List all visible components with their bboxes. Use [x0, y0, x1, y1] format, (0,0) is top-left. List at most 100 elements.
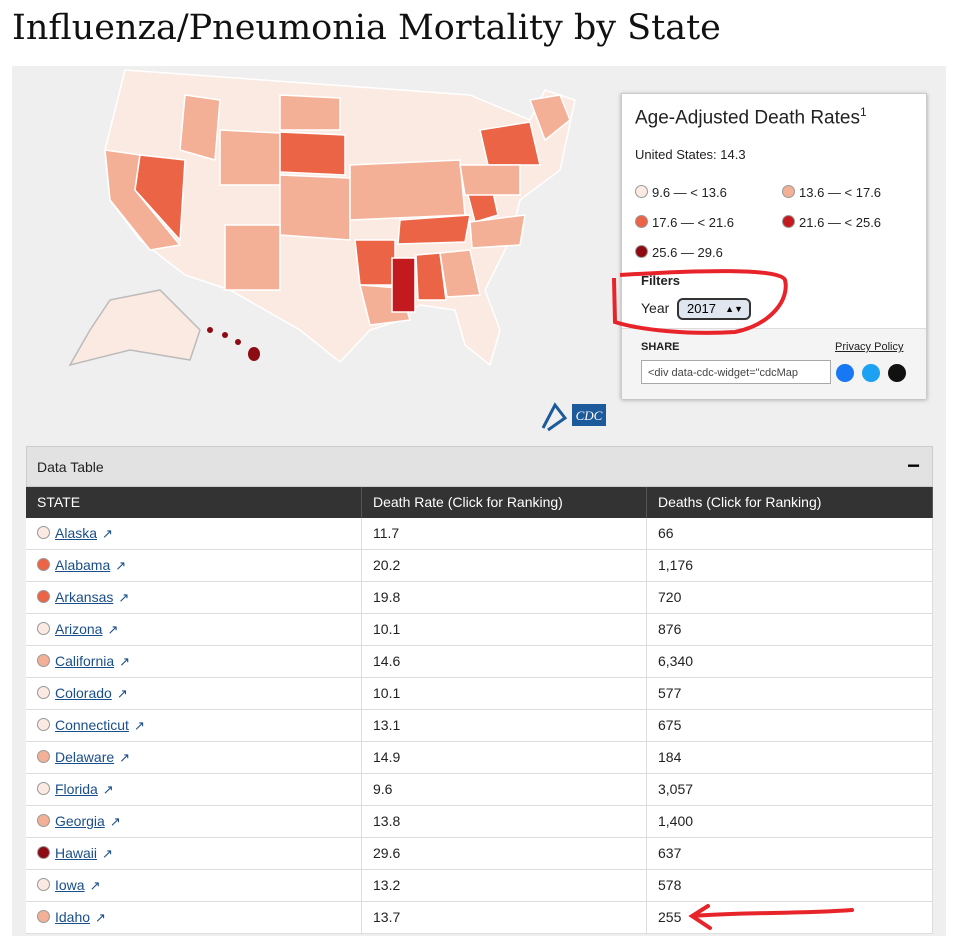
- share-title: SHARE: [641, 341, 680, 353]
- legend-label: 21.6 — < 25.6: [799, 215, 882, 230]
- privacy-link[interactable]: Privacy Policy: [835, 341, 904, 353]
- table-row: Idaho ↗ 13.7 255: [26, 902, 933, 934]
- rate-cell: 10.1: [362, 614, 647, 645]
- external-link-icon[interactable]: ↗: [116, 686, 128, 701]
- state-cell: Connecticut ↗: [26, 710, 362, 741]
- legend-swatch: [635, 245, 648, 258]
- table-row: Alabama ↗ 20.2 1,176: [26, 550, 933, 582]
- state-link[interactable]: Idaho: [55, 909, 91, 925]
- state-link[interactable]: Hawaii: [55, 845, 98, 861]
- external-link-icon[interactable]: ↗: [107, 622, 119, 637]
- deaths-cell: 578: [647, 870, 933, 901]
- legend-label: 9.6 — < 13.6: [652, 185, 727, 200]
- external-link-icon[interactable]: ↗: [109, 814, 121, 829]
- external-link-icon[interactable]: ↗: [102, 526, 113, 541]
- state-cell: Arizona ↗: [26, 614, 362, 645]
- external-link-icon[interactable]: ↗: [118, 590, 130, 605]
- column-header[interactable]: STATE: [26, 487, 362, 518]
- rate-cell: 14.9: [362, 742, 647, 773]
- table-row: Iowa ↗ 13.2 578: [26, 870, 933, 902]
- rate-dot: [37, 622, 50, 635]
- rate-dot: [37, 910, 50, 923]
- rate-cell: 14.6: [362, 646, 647, 677]
- column-header[interactable]: Deaths (Click for Ranking): [647, 487, 933, 518]
- legend-label: 25.6 — 29.6: [652, 245, 723, 260]
- legend-title: Age-Adjusted Death Rates: [635, 107, 860, 129]
- state-cell: Georgia ↗: [26, 806, 362, 837]
- footnote-mark: 1: [859, 105, 867, 119]
- table-row: Arkansas ↗ 19.8 720: [26, 582, 933, 614]
- table-row: Colorado ↗ 10.1 577: [26, 678, 933, 710]
- legend-item: 21.6 — < 25.6: [782, 215, 881, 230]
- deaths-cell: 3,057: [647, 774, 933, 805]
- filters-title: Filters: [641, 273, 681, 288]
- email-icon[interactable]: [888, 364, 906, 382]
- rate-cell: 10.1: [362, 678, 647, 709]
- state-link[interactable]: California: [55, 653, 115, 669]
- year-select[interactable]: 2017 ▲▼: [677, 298, 751, 320]
- column-header[interactable]: Death Rate (Click for Ranking): [362, 487, 647, 518]
- column-header-row: STATE Death Rate (Click for Ranking) Death…: [26, 487, 933, 518]
- table-row: Alaska ↗ 11.7 66: [26, 518, 933, 550]
- share-icons: [836, 364, 906, 382]
- legend-box: Age-Adjusted Death Rates1 United States:…: [621, 93, 927, 399]
- rate-cell: 19.8: [362, 582, 647, 613]
- state-link[interactable]: Florida: [55, 781, 98, 797]
- rate-dot: [37, 814, 50, 827]
- twitter-icon[interactable]: [862, 364, 880, 382]
- state-link[interactable]: Delaware: [55, 749, 115, 765]
- deaths-cell: 1,400: [647, 806, 933, 837]
- external-link-icon[interactable]: ↗: [89, 878, 101, 893]
- state-cell: Idaho ↗: [26, 902, 362, 933]
- external-link-icon[interactable]: ↗: [95, 910, 106, 925]
- legend-swatch: [635, 215, 648, 228]
- table-row: Georgia ↗ 13.8 1,400: [26, 806, 933, 838]
- deaths-cell: 577: [647, 678, 933, 709]
- table-row: Connecticut ↗ 13.1 675: [26, 710, 933, 742]
- rate-cell: 20.2: [362, 550, 647, 581]
- state-link[interactable]: Arizona: [55, 621, 103, 637]
- state-link[interactable]: Colorado: [55, 685, 112, 701]
- legend-item: 9.6 — < 13.6: [635, 185, 727, 200]
- external-link-icon[interactable]: ↗: [102, 846, 113, 861]
- state-link[interactable]: Alabama: [55, 557, 111, 573]
- state-link[interactable]: Iowa: [55, 877, 85, 893]
- state-link[interactable]: Connecticut: [55, 717, 129, 733]
- legend-swatch: [782, 215, 795, 228]
- table-header-bar[interactable]: Data Table −: [26, 446, 933, 487]
- external-link-icon[interactable]: ↗: [119, 654, 131, 669]
- rate-cell: 29.6: [362, 838, 647, 869]
- external-link-icon[interactable]: ↗: [102, 782, 114, 797]
- state-cell: California ↗: [26, 646, 362, 677]
- facebook-icon[interactable]: [836, 364, 854, 382]
- external-link-icon[interactable]: ↗: [133, 718, 145, 733]
- deaths-cell: 637: [647, 838, 933, 869]
- us-map: CDC: [68, 69, 606, 432]
- rate-cell: 9.6: [362, 774, 647, 805]
- table-row: Hawaii ↗ 29.6 637: [26, 838, 933, 870]
- page-title: Influenza/Pneumonia Mortality by State: [12, 8, 721, 48]
- table-row: Delaware ↗ 14.9 184: [26, 742, 933, 774]
- state-link[interactable]: Alaska: [55, 525, 98, 541]
- table-title: Data Table: [37, 459, 104, 475]
- state-cell: Colorado ↗: [26, 678, 362, 709]
- deaths-cell: 675: [647, 710, 933, 741]
- state-link[interactable]: Arkansas: [55, 589, 114, 605]
- rate-cell: 13.1: [362, 710, 647, 741]
- year-label: Year: [641, 300, 670, 316]
- embed-input[interactable]: <div data-cdc-widget="cdcMap: [641, 360, 831, 384]
- state-cell: Hawaii ↗: [26, 838, 362, 869]
- legend-label: 13.6 — < 17.6: [799, 185, 882, 200]
- external-link-icon[interactable]: ↗: [119, 750, 131, 765]
- table-row: California ↗ 14.6 6,340: [26, 646, 933, 678]
- collapse-toggle[interactable]: −: [907, 453, 920, 478]
- deaths-cell: 255: [647, 902, 933, 933]
- deaths-cell: 66: [647, 518, 933, 549]
- state-link[interactable]: Georgia: [55, 813, 105, 829]
- legend-item: 25.6 — 29.6: [635, 245, 723, 260]
- rate-dot: [37, 526, 50, 539]
- rate-dot: [37, 558, 50, 571]
- external-link-icon[interactable]: ↗: [115, 558, 127, 573]
- deaths-cell: 876: [647, 614, 933, 645]
